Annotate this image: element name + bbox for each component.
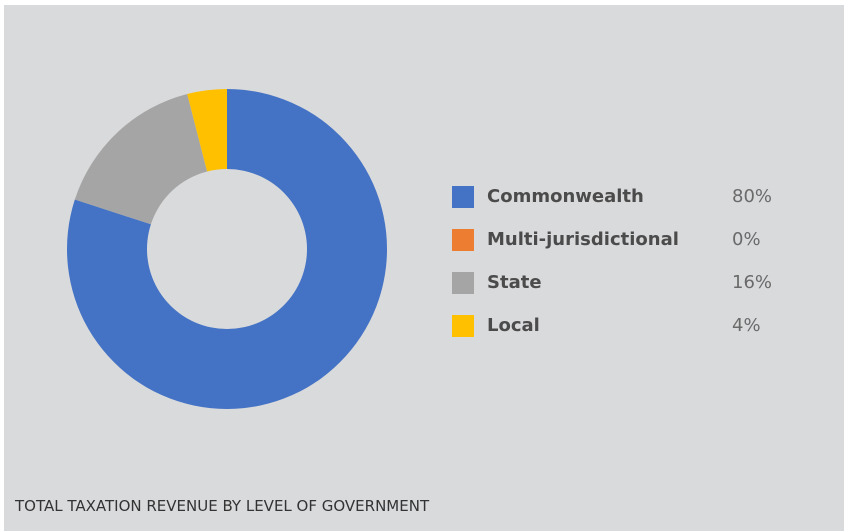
chart-panel: Commonwealth 80% Multi-jurisdictional 0%… — [4, 5, 844, 531]
legend-value-commonwealth: 80% — [732, 186, 773, 207]
legend-swatch-state — [452, 272, 474, 294]
legend-swatch-local — [452, 315, 474, 337]
donut-slice-commonwealth — [66, 89, 387, 410]
legend-value-multi-jurisdictional: 0% — [732, 229, 761, 250]
legend-label-multi-jurisdictional: Multi-jurisdictional — [487, 229, 679, 250]
donut-slice-local — [187, 89, 227, 172]
legend-item-commonwealth: Commonwealth 80% — [452, 184, 812, 227]
legend-label-commonwealth: Commonwealth — [487, 186, 644, 207]
donut-slice-state — [74, 94, 208, 225]
legend-item-local: Local 4% — [452, 313, 812, 356]
legend-label-state: State — [487, 272, 542, 293]
legend-item-multi-jurisdictional: Multi-jurisdictional 0% — [452, 227, 812, 270]
legend-value-state: 16% — [732, 272, 773, 293]
legend-label-local: Local — [487, 315, 540, 336]
donut-chart — [66, 89, 387, 410]
legend: Commonwealth 80% Multi-jurisdictional 0%… — [452, 184, 812, 356]
chart-caption: TOTAL TAXATION REVENUE BY LEVEL OF GOVER… — [15, 497, 430, 515]
legend-swatch-multi-jurisdictional — [452, 229, 474, 251]
legend-value-local: 4% — [732, 315, 761, 336]
legend-swatch-commonwealth — [452, 186, 474, 208]
legend-item-state: State 16% — [452, 270, 812, 313]
